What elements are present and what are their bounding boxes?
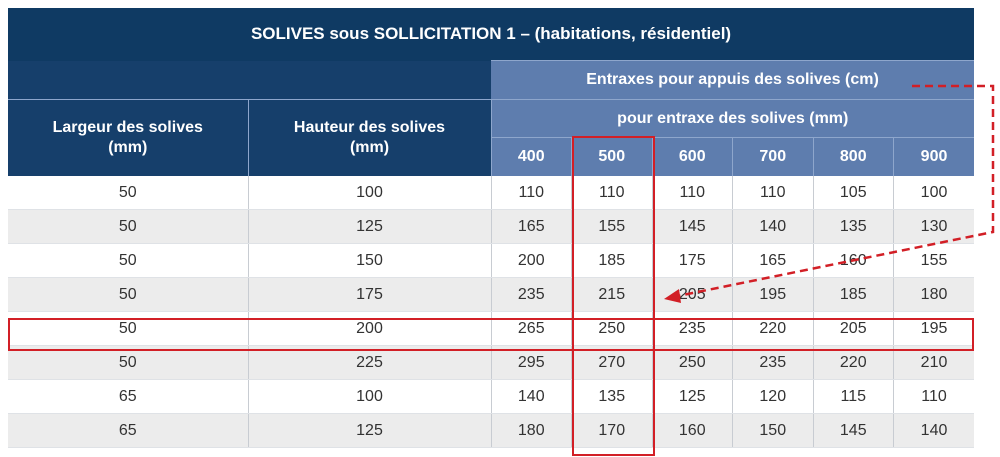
cell-value: 205 bbox=[813, 311, 894, 346]
table-row: 65 125 180 170 160 150 145 140 bbox=[8, 413, 975, 448]
cell-value: 265 bbox=[491, 311, 572, 346]
table-row: 50 125 165 155 145 140 135 130 bbox=[8, 209, 975, 244]
header-pour-entraxe: pour entraxe des solives (mm) bbox=[491, 99, 975, 138]
cell-value: 155 bbox=[571, 209, 653, 244]
cell-value: 220 bbox=[732, 311, 814, 346]
cell-value: 140 bbox=[732, 209, 814, 244]
cell-value: 250 bbox=[652, 345, 733, 380]
cell-hauteur: 150 bbox=[248, 243, 492, 278]
header-largeur: Largeur des solives (mm) bbox=[8, 99, 249, 176]
cell-value: 110 bbox=[893, 379, 975, 414]
cell-value: 115 bbox=[813, 379, 894, 414]
cell-largeur: 65 bbox=[8, 379, 249, 414]
cell-value: 160 bbox=[813, 243, 894, 278]
cell-hauteur: 175 bbox=[248, 277, 492, 312]
header-entraxe-500: 500 bbox=[571, 137, 652, 176]
cell-value: 140 bbox=[491, 379, 572, 414]
cell-value: 110 bbox=[491, 176, 572, 210]
cell-value: 110 bbox=[652, 176, 733, 210]
cell-value: 105 bbox=[813, 176, 894, 210]
cell-largeur: 50 bbox=[8, 345, 249, 380]
cell-value: 135 bbox=[813, 209, 894, 244]
cell-value: 180 bbox=[893, 277, 975, 312]
header-entraxe-600: 600 bbox=[651, 137, 733, 176]
cell-value: 195 bbox=[893, 311, 975, 346]
header-entraxe-800: 800 bbox=[812, 137, 894, 176]
cell-value: 125 bbox=[652, 379, 733, 414]
cell-value: 195 bbox=[732, 277, 814, 312]
cell-largeur: 50 bbox=[8, 277, 249, 312]
cell-hauteur: 225 bbox=[248, 345, 492, 380]
cell-value: 235 bbox=[732, 345, 814, 380]
table-title: SOLIVES sous SOLLICITATION 1 – (habitati… bbox=[8, 8, 975, 61]
cell-value: 210 bbox=[893, 345, 975, 380]
cell-largeur: 65 bbox=[8, 413, 249, 448]
cell-value: 135 bbox=[571, 379, 653, 414]
cell-value: 140 bbox=[893, 413, 975, 448]
cell-value: 215 bbox=[571, 277, 653, 312]
cell-largeur: 50 bbox=[8, 209, 249, 244]
cell-value: 130 bbox=[893, 209, 975, 244]
table-row-highlighted: 50 200 265 250 235 220 205 195 bbox=[8, 311, 975, 346]
cell-hauteur: 200 bbox=[248, 311, 492, 346]
header-blank bbox=[8, 60, 491, 100]
table-row: 65 100 140 135 125 120 115 110 bbox=[8, 379, 975, 414]
joist-table-container: SOLIVES sous SOLLICITATION 1 – (habitati… bbox=[8, 8, 975, 456]
cell-value: 200 bbox=[491, 243, 572, 278]
table-row: 50 150 200 185 175 165 160 155 bbox=[8, 243, 975, 278]
cell-value: 145 bbox=[813, 413, 894, 448]
joist-span-table: SOLIVES sous SOLLICITATION 1 – (habitati… bbox=[8, 8, 975, 448]
cell-value: 180 bbox=[491, 413, 572, 448]
cell-value: 150 bbox=[732, 413, 814, 448]
header-entraxe-700: 700 bbox=[732, 137, 813, 176]
header-hauteur: Hauteur des solives (mm) bbox=[248, 99, 492, 176]
cell-value: 155 bbox=[893, 243, 975, 278]
cell-value: 235 bbox=[491, 277, 572, 312]
cell-hauteur: 100 bbox=[248, 379, 492, 414]
cell-value: 160 bbox=[652, 413, 733, 448]
cell-value: 175 bbox=[652, 243, 733, 278]
table-row: 50 225 295 270 250 235 220 210 bbox=[8, 345, 975, 380]
cell-hauteur: 100 bbox=[248, 176, 492, 210]
cell-value: 110 bbox=[732, 176, 814, 210]
cell-value: 205 bbox=[652, 277, 733, 312]
cell-value: 185 bbox=[571, 243, 653, 278]
table-row: 50 175 235 215 205 195 185 180 bbox=[8, 277, 975, 312]
cell-value: 120 bbox=[732, 379, 814, 414]
cell-largeur: 50 bbox=[8, 243, 249, 278]
cell-value: 100 bbox=[893, 176, 975, 210]
cell-value: 185 bbox=[813, 277, 894, 312]
cell-value: 165 bbox=[732, 243, 814, 278]
cell-largeur: 50 bbox=[8, 176, 249, 210]
cell-largeur: 50 bbox=[8, 311, 249, 346]
cell-hauteur: 125 bbox=[248, 413, 492, 448]
cell-value: 170 bbox=[571, 413, 653, 448]
cell-hauteur: 125 bbox=[248, 209, 492, 244]
cell-value: 145 bbox=[652, 209, 733, 244]
cell-value: 250 bbox=[571, 311, 653, 346]
table-row: 50 100 110 110 110 110 105 100 bbox=[8, 176, 975, 210]
cell-value: 220 bbox=[813, 345, 894, 380]
cell-value: 295 bbox=[491, 345, 572, 380]
cell-value: 270 bbox=[571, 345, 653, 380]
cell-value: 165 bbox=[491, 209, 572, 244]
header-entraxe-900: 900 bbox=[893, 137, 975, 176]
cell-value: 235 bbox=[652, 311, 733, 346]
header-entraxe-400: 400 bbox=[490, 137, 572, 176]
header-entraxes-appuis: Entraxes pour appuis des solives (cm) bbox=[491, 60, 975, 100]
cell-value: 110 bbox=[571, 176, 653, 210]
